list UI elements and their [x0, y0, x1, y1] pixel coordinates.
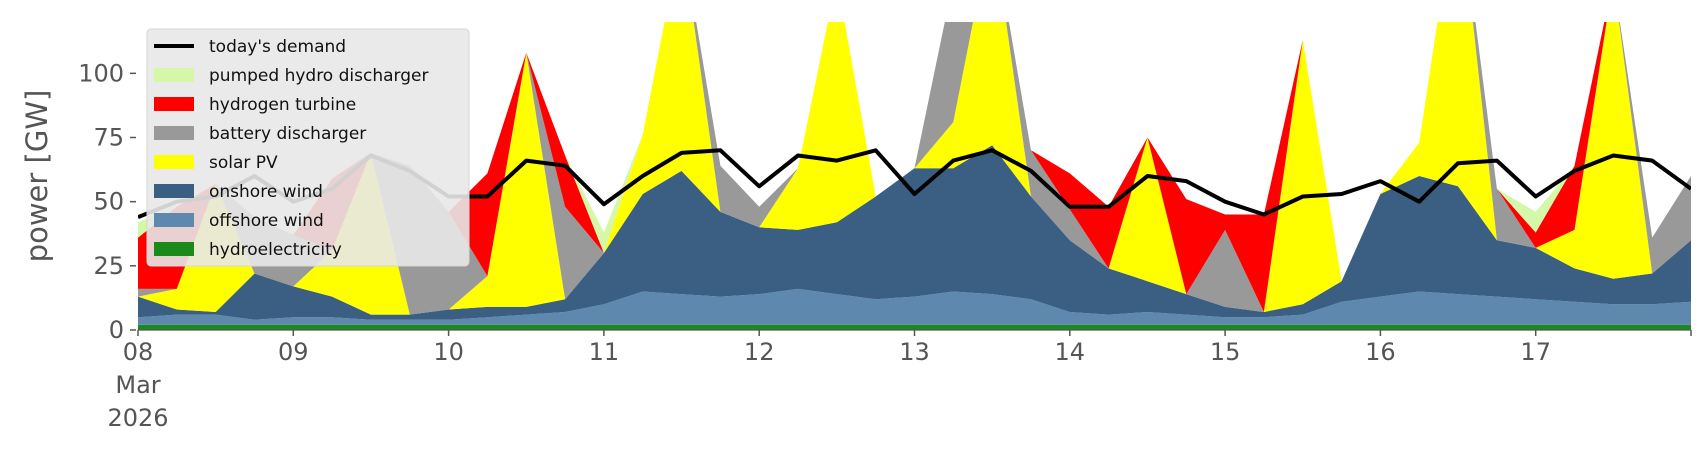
- x-tick-label: 08: [123, 338, 154, 366]
- y-tick-label: 100: [78, 59, 124, 87]
- x-tick-label: 12: [744, 338, 775, 366]
- x-tick-label: 10: [433, 338, 464, 366]
- area-battery-discharger: [138, 22, 1691, 315]
- x-tick-label: 16: [1365, 338, 1396, 366]
- legend-label-solar-pv: solar PV: [209, 153, 278, 173]
- legend-box: [146, 28, 470, 267]
- x-tick-label: 17: [1520, 338, 1551, 366]
- x-tick-label: 2026: [107, 404, 168, 432]
- legend-swatch-hydrogen-turbine: [154, 97, 194, 111]
- axes-layer: 0 25 50 75 100 08 Mar 2026 09 10 11 12 13 14 15 16 17: [78, 59, 1692, 432]
- area-offshore-wind: [138, 288, 1691, 325]
- legend-label-battery-discharger: battery discharger: [209, 124, 366, 144]
- x-tick-label: 15: [1210, 338, 1241, 366]
- legend-label-offshore-wind: offshore wind: [209, 211, 324, 231]
- legend-label-hydroelectricity: hydroelectricity: [209, 240, 342, 260]
- legend-swatch-solar-pv: [154, 155, 194, 169]
- area-series-layer: [138, 22, 1691, 330]
- legend-swatch-pumped-hydro-discharger: [154, 68, 194, 82]
- legend: today's demand pumped hydro discharger hyd…: [146, 28, 470, 267]
- x-tick-label: 14: [1055, 338, 1086, 366]
- y-tick-label: 0: [109, 316, 124, 344]
- legend-label-hydrogen-turbine: hydrogen turbine: [209, 95, 356, 115]
- y-tick-label: 75: [93, 124, 124, 152]
- y-tick-label: 50: [93, 188, 124, 216]
- x-tick-label: 11: [589, 338, 620, 366]
- area-hydroelectricity: [138, 324, 1691, 330]
- legend-swatch-battery-discharger: [154, 126, 194, 140]
- x-tick-label: 13: [899, 338, 930, 366]
- y-tick-label: 25: [93, 252, 124, 280]
- x-tick-label: 09: [278, 338, 309, 366]
- legend-swatch-offshore-wind: [154, 213, 194, 227]
- legend-swatch-hydroelectricity: [154, 242, 194, 256]
- legend-label-pumped-hydro-discharger: pumped hydro discharger: [209, 66, 428, 86]
- x-tick-label: Mar: [115, 371, 160, 399]
- legend-swatch-onshore-wind: [154, 184, 194, 198]
- area-onshore-wind: [138, 145, 1691, 320]
- y-axis-label: power [GW]: [20, 90, 54, 263]
- legend-label-today-s-demand: today's demand: [209, 37, 346, 57]
- legend-label-onshore-wind: onshore wind: [209, 182, 323, 202]
